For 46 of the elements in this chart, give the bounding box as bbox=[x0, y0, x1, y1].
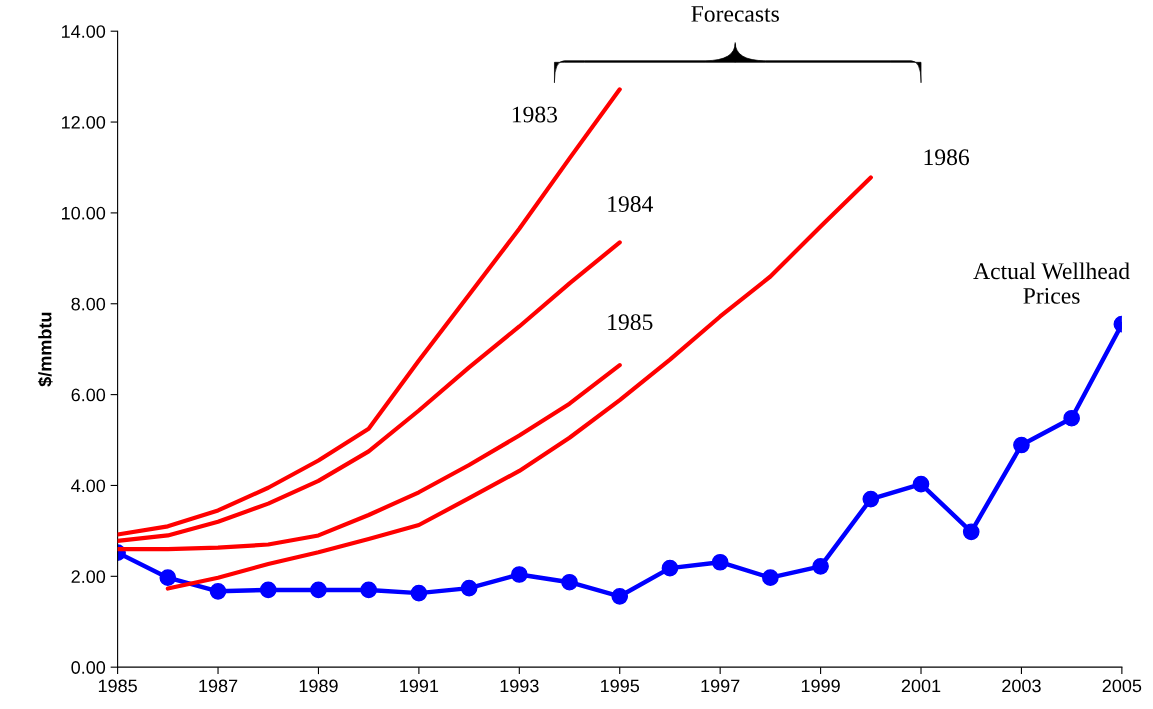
point bbox=[962, 523, 980, 541]
point bbox=[410, 584, 428, 602]
series-label: 1984 bbox=[608, 196, 654, 212]
series-label: Actual Wellhead Prices bbox=[973, 262, 1130, 304]
point bbox=[360, 581, 378, 599]
text: 1986 bbox=[924, 149, 970, 166]
x-tick-label: 1989 bbox=[299, 679, 338, 693]
point bbox=[812, 557, 829, 575]
point bbox=[611, 587, 629, 605]
x-tick-label: 2003 bbox=[1002, 679, 1041, 693]
point bbox=[862, 490, 880, 508]
x-tick-label: 1993 bbox=[500, 679, 539, 693]
x-tick-label: 1997 bbox=[701, 679, 740, 693]
series-label: 1985 bbox=[608, 314, 653, 331]
point bbox=[310, 581, 327, 599]
y-tick-label: 4.00 bbox=[71, 479, 106, 493]
series-label: 1983 bbox=[512, 106, 558, 123]
x-tick-label: 2001 bbox=[901, 679, 941, 693]
point bbox=[510, 566, 528, 583]
x-tick-label: 1999 bbox=[801, 679, 840, 693]
x-tick-label: 2005 bbox=[1102, 679, 1142, 693]
y-tick-label: 6.00 bbox=[71, 388, 106, 402]
point bbox=[159, 569, 177, 587]
y-tick-label: 14.00 bbox=[62, 25, 106, 38]
point bbox=[209, 582, 227, 600]
x-tick-label: 1985 bbox=[98, 679, 137, 693]
line-series bbox=[165, 175, 873, 591]
point bbox=[561, 573, 578, 591]
y-tick-label: 0.00 bbox=[71, 661, 106, 674]
y-axis-title: $/mmbtu bbox=[37, 312, 53, 387]
text: Forecasts bbox=[691, 6, 779, 22]
point bbox=[1013, 436, 1030, 454]
y-tick-label: 2.00 bbox=[71, 570, 106, 584]
point bbox=[711, 553, 729, 571]
y-tick-label: 8.00 bbox=[71, 297, 106, 311]
point bbox=[661, 559, 679, 577]
point bbox=[259, 581, 277, 599]
y-tick-label: 10.00 bbox=[62, 206, 106, 220]
point bbox=[1063, 409, 1080, 427]
y-tick-label: 12.00 bbox=[62, 115, 106, 129]
point bbox=[460, 579, 478, 597]
x-tick-label: 1987 bbox=[199, 679, 238, 693]
point bbox=[912, 475, 930, 493]
point bbox=[762, 569, 779, 587]
x-tick-label: 1991 bbox=[400, 679, 439, 693]
x-tick-label: 1995 bbox=[601, 679, 640, 693]
